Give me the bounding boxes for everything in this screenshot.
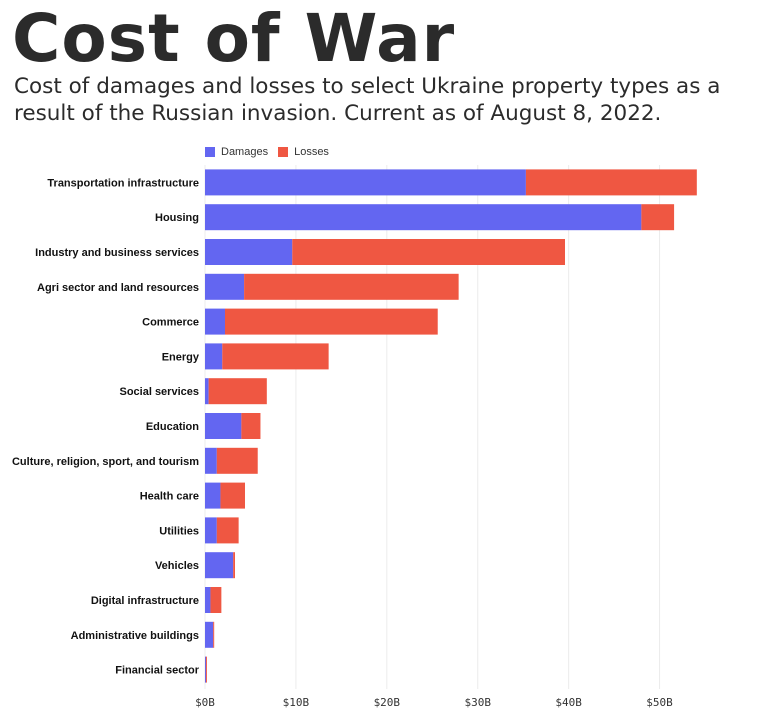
x-tick-label: $0B [195,696,215,709]
bar-damages [205,621,214,648]
category-label: Commerce [142,317,199,329]
category-label: Financial sector [115,665,199,677]
category-label: Culture, religion, sport, and tourism [12,456,199,468]
bar-losses [213,621,215,648]
bar-losses [292,239,565,265]
legend-swatch-losses [278,147,289,157]
bar-losses [220,482,245,509]
chart-title: Cost of War [12,0,456,77]
chart-legend: Damages Losses [205,146,329,158]
bar-damages [205,552,234,579]
bar-losses [216,517,239,544]
x-tick-label: $40B [555,696,582,709]
category-label: Health care [140,491,199,503]
bar-losses [244,273,459,300]
bar-damages [205,587,211,613]
category-label: Utilities [159,525,199,537]
chart-subtitle: Cost of damages and losses to select Ukr… [14,74,721,126]
category-label: Energy [162,351,200,363]
legend-item-damages: Damages [205,146,268,158]
bar-losses [225,308,438,335]
bar-losses [216,447,258,474]
category-label: Transportation infrastructure [47,177,199,189]
bar-damages [205,204,642,231]
category-label: Administrative buildings [71,630,199,642]
bar-damages [205,343,223,370]
bar-chart: Transportation infrastructure Housing Indu… [12,165,697,709]
bar-damages [205,413,242,439]
bar-losses [241,413,261,439]
x-tick-label: $20B [374,696,401,709]
bar-losses [208,378,267,405]
category-label: Education [146,421,199,433]
bar-damages [205,378,209,405]
category-label: Digital infrastructure [91,595,199,607]
bar-losses [205,656,207,683]
legend-label-losses: Losses [294,146,329,158]
category-label: Industry and business services [35,247,199,259]
x-tick-label: $30B [464,696,491,709]
category-label: Social services [119,386,199,398]
bar-damages [205,308,225,335]
bar-damages [205,273,245,300]
bar-damages [205,169,526,196]
bar-damages [205,517,217,544]
bar-losses [233,552,235,579]
x-tick-label: $10B [283,696,310,709]
category-label: Housing [155,212,199,224]
bar-damages [205,239,293,265]
bar-damages [205,482,221,509]
bar-losses [525,169,697,196]
legend-label-damages: Damages [221,146,269,158]
bar-losses [210,587,222,613]
category-label: Agri sector and land resources [37,282,199,294]
bar-damages [205,447,217,474]
legend-swatch-damages [205,147,215,157]
bar-losses [641,204,675,231]
category-label: Vehicles [155,560,199,572]
bar-losses [222,343,329,370]
x-tick-label: $50B [646,696,673,709]
legend-item-losses: Losses [278,146,329,158]
bar-damages [205,656,206,683]
